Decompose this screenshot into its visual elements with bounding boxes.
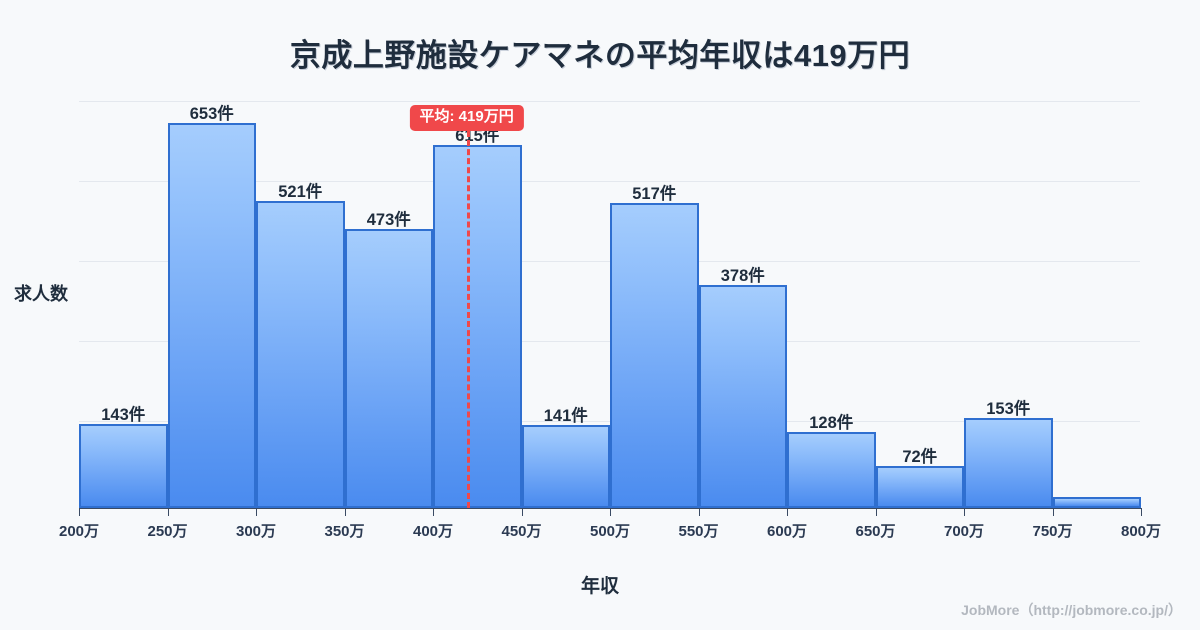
x-axis-tick-mark <box>256 508 257 516</box>
bar <box>256 200 345 508</box>
bar-value-label: 653件 <box>189 104 234 123</box>
bar <box>875 465 964 508</box>
x-axis-tick-label: 200万 <box>58 523 100 540</box>
gridline <box>79 101 1140 102</box>
bar <box>344 228 433 508</box>
bar-value-label: 143件 <box>101 405 146 424</box>
bar <box>521 424 610 508</box>
x-axis-tick-mark <box>79 508 80 516</box>
x-axis-tick-label: 700万 <box>943 523 985 540</box>
average-line <box>466 131 470 508</box>
chart-plot-area: 143件 653件 521件 473件 615件 141件 517件 378件 128件 72件 1… <box>79 95 1141 508</box>
x-axis-tick-mark <box>344 508 346 516</box>
x-axis-tick-mark <box>964 508 965 516</box>
bar-value-label: 473件 <box>366 210 411 229</box>
bar-value-label: 141件 <box>543 406 588 425</box>
gridline <box>79 181 1140 182</box>
gridline <box>79 261 1140 262</box>
x-axis-tick-mark <box>521 508 523 516</box>
x-axis-tick-label: 250万 <box>147 523 188 540</box>
x-axis-tick-label: 550万 <box>678 523 719 540</box>
bar <box>167 122 256 508</box>
y-axis-title: 求人数 <box>14 284 68 304</box>
x-axis-tick-label: 600万 <box>766 523 808 540</box>
x-axis-tick-label: 750万 <box>1032 523 1073 540</box>
bar-value-label: 615件 <box>455 127 500 146</box>
x-axis-title: 年収 <box>580 576 619 597</box>
x-axis-tick-label: 300万 <box>235 523 277 540</box>
footer-credit: JobMore（http://jobmore.co.jp/） <box>961 602 1182 618</box>
bar-value-label: 128件 <box>809 414 854 433</box>
bar-value-label: 72件 <box>902 447 938 466</box>
bar <box>787 432 876 508</box>
x-axis-tick-mark <box>1141 508 1142 516</box>
gridline <box>79 341 1140 342</box>
x-axis-tick-mark <box>167 508 169 516</box>
x-axis-tick-mark <box>698 508 700 516</box>
x-axis-tick-label: 350万 <box>324 523 365 540</box>
x-axis-tick-label: 650万 <box>855 523 896 540</box>
bar <box>79 423 168 508</box>
page-title: 京成上野施設ケアマネの平均年収は419万円 <box>289 38 911 73</box>
bar-value-label: 521件 <box>278 182 323 201</box>
x-axis-tick-label: 500万 <box>589 523 631 540</box>
x-axis-tick-label: 450万 <box>501 523 542 540</box>
bar-value-label: 153件 <box>986 399 1031 418</box>
x-axis-tick-mark <box>787 508 788 516</box>
bar <box>610 202 699 508</box>
x-axis-tick-label: 400万 <box>412 523 454 540</box>
bar <box>964 417 1053 508</box>
x-axis-tick-mark <box>610 508 611 516</box>
x-axis-tick-label: 800万 <box>1120 523 1162 540</box>
bar <box>433 145 522 508</box>
gridline <box>79 421 1140 422</box>
bar <box>1052 497 1141 508</box>
x-axis-tick-mark <box>1052 508 1054 516</box>
bar <box>698 284 787 508</box>
x-axis-tick-mark <box>433 508 434 516</box>
bar-value-label: 378件 <box>720 266 765 285</box>
x-axis-tick-mark <box>875 508 877 516</box>
bar-value-label: 517件 <box>632 184 677 203</box>
average-badge: 平均: 419万円 <box>409 105 524 131</box>
